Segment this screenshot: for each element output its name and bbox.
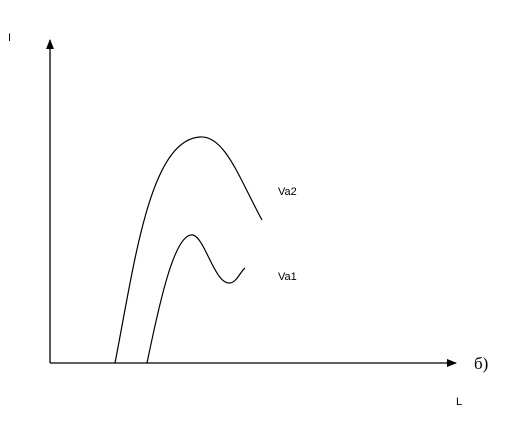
- y-axis-label: I: [8, 32, 11, 44]
- x-axis-label: L: [456, 396, 462, 408]
- curve-va2: [114, 136, 263, 364]
- panel-label: б): [474, 354, 488, 373]
- curve-label: Va1: [278, 271, 297, 283]
- curve-label: Va2: [278, 186, 297, 198]
- curve-va1: [146, 234, 246, 364]
